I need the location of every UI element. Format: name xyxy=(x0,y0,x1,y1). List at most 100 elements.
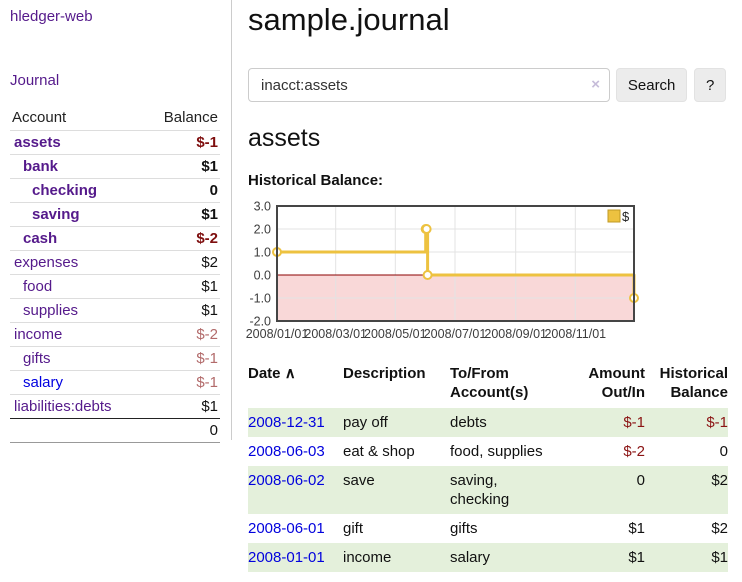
svg-text:1.0: 1.0 xyxy=(254,246,271,260)
svg-text:-1.0: -1.0 xyxy=(249,292,271,306)
account-link-food[interactable]: food xyxy=(23,278,53,295)
transaction-balance: $1 xyxy=(711,549,728,566)
svg-text:2008/07/01: 2008/07/01 xyxy=(424,327,487,341)
transaction-date-link[interactable]: 2008-06-01 xyxy=(248,520,325,537)
transaction-accounts: salary xyxy=(450,549,491,566)
account-row: gifts $-1 xyxy=(10,346,220,371)
transaction-row: 2008-12-31 pay off debts $-1 $-1 xyxy=(248,408,728,437)
transaction-date-link[interactable]: 2008-01-01 xyxy=(248,549,325,566)
svg-text:-2.0: -2.0 xyxy=(249,315,271,329)
accounts-header-balance: Balance xyxy=(163,109,218,126)
account-link-gifts[interactable]: gifts xyxy=(23,350,51,367)
page-title: sample.journal xyxy=(248,2,450,37)
chart-title: Historical Balance: xyxy=(248,172,384,189)
transaction-balance: 0 xyxy=(719,443,728,460)
transaction-row: 2008-06-02 save saving, checking 0 $2 xyxy=(248,466,728,514)
account-row: food $1 xyxy=(10,274,220,299)
transaction-amount: 0 xyxy=(636,472,645,489)
transaction-balance: $2 xyxy=(711,472,728,489)
account-row: liabilities:debts $1 xyxy=(10,394,220,419)
transaction-row: 2008-06-01 gift gifts $1 $2 xyxy=(248,514,728,543)
help-button[interactable]: ? xyxy=(694,68,726,102)
account-link-expenses[interactable]: expenses xyxy=(14,254,79,271)
account-balance: $-1 xyxy=(143,346,220,371)
transaction-amount: $1 xyxy=(628,549,645,566)
svg-text:2008/09/01: 2008/09/01 xyxy=(484,327,547,341)
transactions-header-row: Date ∧ Description To/From Account(s) Am… xyxy=(248,362,728,408)
transaction-accounts: gifts xyxy=(450,520,478,537)
account-balance: $-1 xyxy=(143,370,220,395)
svg-text:2.0: 2.0 xyxy=(254,223,271,237)
transaction-amount: $-2 xyxy=(623,443,645,460)
transaction-date-link[interactable]: 2008-06-02 xyxy=(248,472,325,489)
account-row: cash $-2 xyxy=(10,226,220,251)
account-link-bank[interactable]: bank xyxy=(23,158,59,175)
transaction-description: save xyxy=(343,472,375,489)
accounts-table: Account Balance assets $-1 bank $1 check… xyxy=(10,106,220,443)
account-row: income $-2 xyxy=(10,322,220,347)
svg-text:2008/03/01: 2008/03/01 xyxy=(304,327,367,341)
svg-text:3.0: 3.0 xyxy=(254,200,271,214)
transaction-accounts: food, supplies xyxy=(450,443,543,460)
search-form: × Search ? xyxy=(248,68,726,102)
column-header-amount: Amount Out/In xyxy=(588,365,645,401)
account-balance: $2 xyxy=(143,250,220,275)
transaction-description: income xyxy=(343,549,392,566)
account-row: assets $-1 xyxy=(10,130,220,155)
sidebar: hledger-web Journal Account Balance asse… xyxy=(0,0,232,443)
transaction-date-link[interactable]: 2008-06-03 xyxy=(248,443,325,460)
svg-text:2008/05/01: 2008/05/01 xyxy=(364,327,427,341)
account-row: bank $1 xyxy=(10,154,220,179)
column-header-accounts: To/From Account(s) xyxy=(450,365,529,401)
main-panel: sample.journal × Search ? assets Histori… xyxy=(232,0,728,572)
transaction-accounts: debts xyxy=(450,414,487,431)
account-link-assets[interactable]: assets xyxy=(14,134,61,151)
svg-text:0.0: 0.0 xyxy=(254,269,271,283)
transaction-balance: $-1 xyxy=(706,414,728,431)
transaction-row: 2008-06-03 eat & shop food, supplies $-2… xyxy=(248,437,728,466)
transaction-accounts: saving, checking xyxy=(450,472,510,508)
column-header-balance: Historical Balance xyxy=(659,365,728,401)
transactions-table: Date ∧ Description To/From Account(s) Am… xyxy=(248,362,728,572)
balance-chart: $3.0 2.0 1.0 0.0 -1.0 -2.0 2008/01/01 2008/03/0… xyxy=(246,200,726,346)
svg-text:2008/11/01: 2008/11/01 xyxy=(544,327,606,341)
account-balance: $1 xyxy=(143,274,220,299)
search-button[interactable]: Search xyxy=(616,68,688,102)
account-balance: $1 xyxy=(143,394,220,419)
svg-text:2008/01/01: 2008/01/01 xyxy=(246,327,309,341)
account-link-saving[interactable]: saving xyxy=(32,206,80,223)
column-header-date[interactable]: Date ∧ xyxy=(248,365,296,382)
account-balance: $-2 xyxy=(143,322,220,347)
transaction-description: eat & shop xyxy=(343,443,415,460)
transaction-date-link[interactable]: 2008-12-31 xyxy=(248,414,325,431)
account-row: expenses $2 xyxy=(10,250,220,275)
sidebar-item-journal[interactable]: Journal xyxy=(10,72,60,89)
account-link-income[interactable]: income xyxy=(14,326,63,343)
account-link-liabilities-debts[interactable]: liabilities:debts xyxy=(14,398,112,415)
transaction-description: pay off xyxy=(343,414,388,431)
transaction-amount: $-1 xyxy=(623,414,645,431)
account-balance: $1 xyxy=(143,154,220,179)
transaction-balance: $2 xyxy=(711,520,728,537)
account-balance: $1 xyxy=(143,298,220,323)
search-input[interactable] xyxy=(248,68,610,102)
account-balance: 0 xyxy=(143,178,220,203)
brand-link[interactable]: hledger-web xyxy=(10,8,93,25)
account-row: salary $-1 xyxy=(10,370,220,395)
account-link-supplies[interactable]: supplies xyxy=(23,302,79,319)
chart-canvas: $3.0 2.0 1.0 0.0 -1.0 -2.02008/01/012008/03/0… xyxy=(246,200,639,341)
accounts-total-row: 0 xyxy=(10,418,220,443)
column-header-description: Description xyxy=(343,365,426,382)
transaction-row: 2008-01-01 income salary $1 $1 xyxy=(248,543,728,572)
clear-search-icon[interactable]: × xyxy=(591,76,600,93)
account-link-salary[interactable]: salary xyxy=(23,374,64,391)
transaction-amount: $1 xyxy=(628,520,645,537)
accounts-total: 0 xyxy=(143,418,220,443)
account-link-cash[interactable]: cash xyxy=(23,230,58,247)
account-link-checking[interactable]: checking xyxy=(32,182,98,199)
transaction-description: gift xyxy=(343,520,364,537)
account-balance: $-2 xyxy=(143,226,220,251)
account-heading: assets xyxy=(248,124,321,152)
account-balance: $-1 xyxy=(143,130,220,155)
